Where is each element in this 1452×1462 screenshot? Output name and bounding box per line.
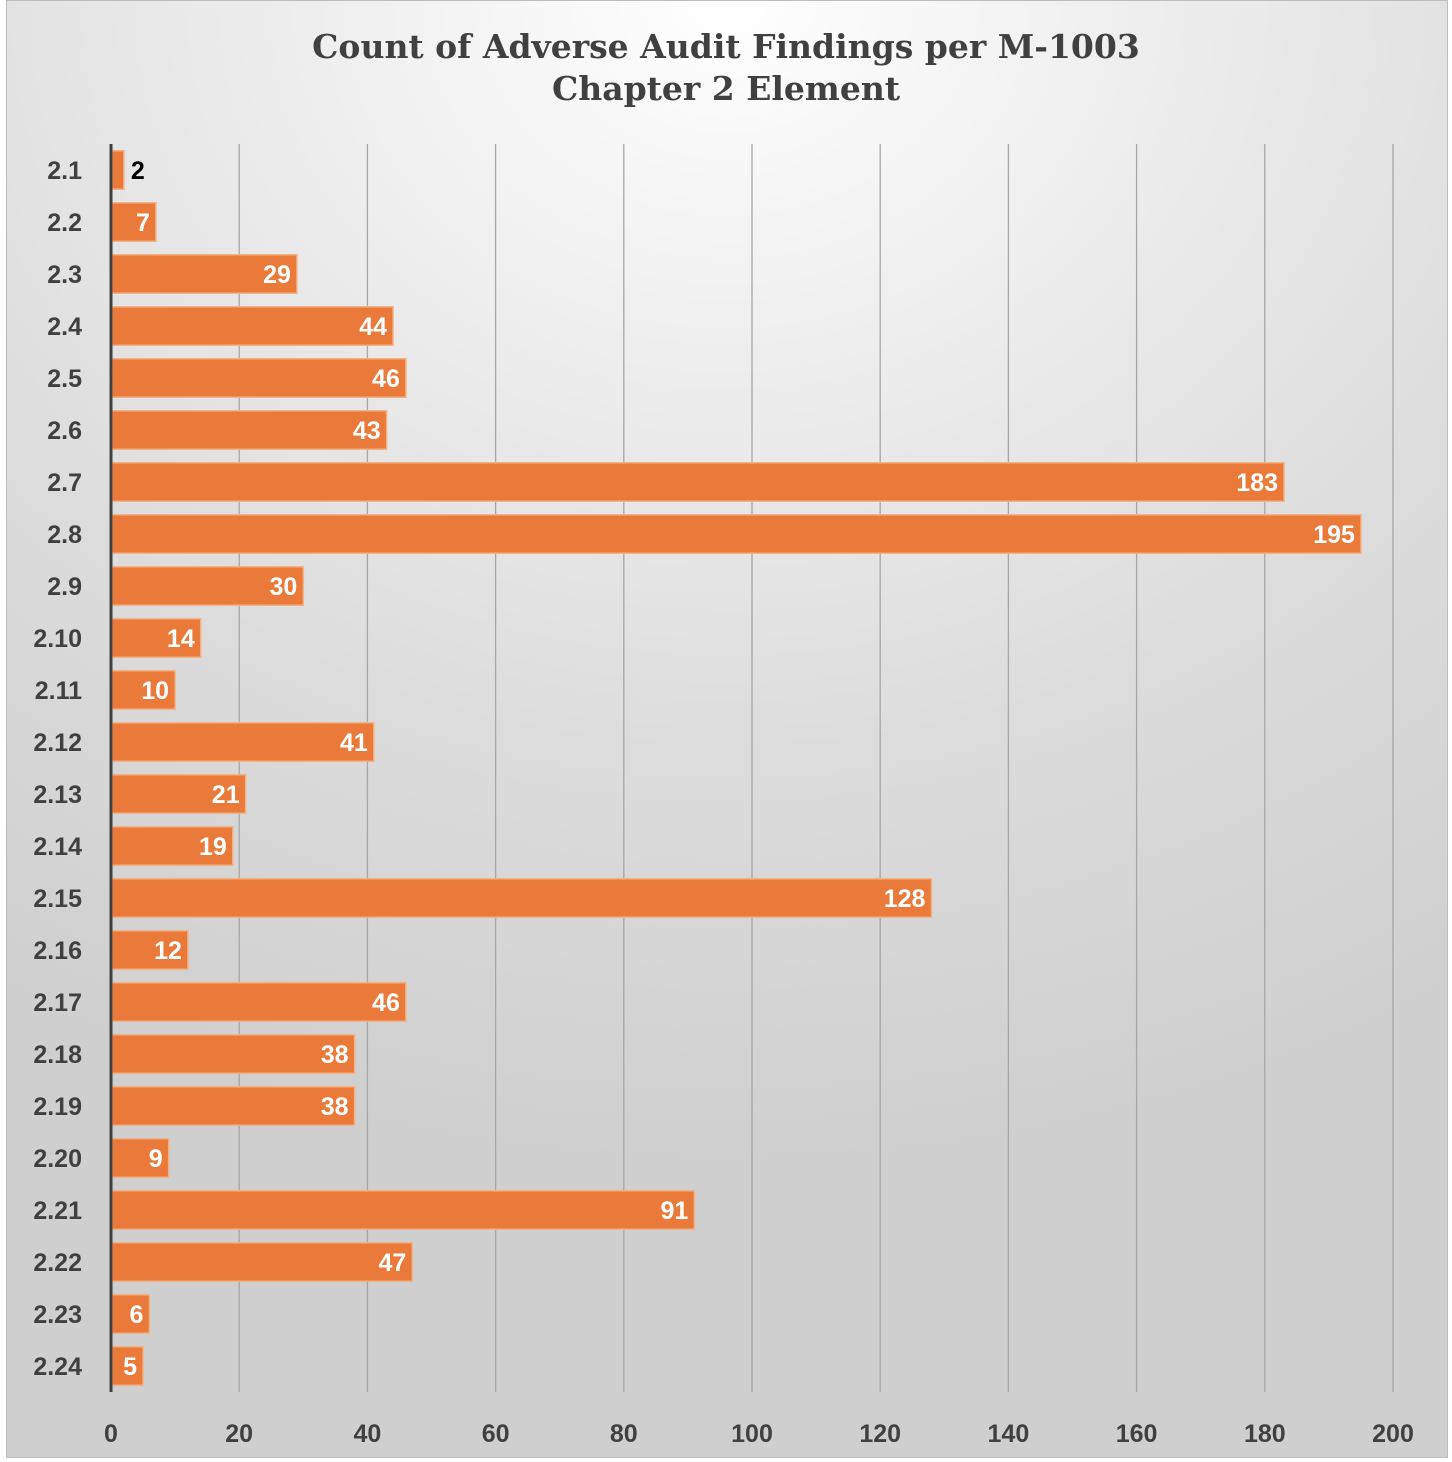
bar [111,1346,144,1386]
bar [111,1190,696,1230]
data-label: 19 [199,833,227,861]
category-label: 2.4 [47,313,82,341]
data-label: 46 [372,989,400,1017]
x-tick-label: 140 [988,1420,1030,1448]
x-tick-label: 80 [610,1420,638,1448]
x-tick-label: 180 [1244,1420,1286,1448]
category-label: 2.19 [33,1093,82,1121]
data-label: 38 [321,1093,349,1121]
data-labels: 2 7 29 44 46 43 183 195 30 14 10 41 21 19 128 12 46 38 38 9… [123,157,1355,1381]
data-label: 21 [212,781,240,809]
category-label: 2.8 [47,521,82,549]
x-tick-label: 100 [731,1420,773,1448]
bar [111,306,394,346]
category-label: 2.11 [35,677,82,705]
gridlines [238,144,1394,1392]
data-label: 43 [353,417,381,445]
bar [111,878,933,918]
bar [111,202,157,242]
bar [111,150,125,190]
data-label: 9 [149,1145,163,1173]
bar [111,254,298,294]
category-label: 2.12 [33,729,82,757]
data-label: 128 [884,885,926,913]
x-tick-label: 200 [1372,1420,1414,1448]
category-label: 2.3 [47,261,82,289]
bar [111,358,407,398]
data-label: 29 [263,261,291,289]
category-label: 2.1 [47,157,82,185]
bar [111,514,1362,554]
data-label: 41 [340,729,368,757]
chart-title-line-1: Count of Adverse Audit Findings per M-10… [312,27,1140,66]
data-label: 183 [1236,469,1278,497]
category-label: 2.15 [33,885,82,913]
category-labels: 2.1 2.2 2.3 2.4 2.5 2.6 2.7 2.8 2.9 2.10 2.11 2.12 2… [33,157,82,1381]
bar [111,1294,151,1334]
bar [111,1242,414,1282]
data-label: 7 [136,209,150,237]
bar [111,930,189,970]
bar [111,1034,356,1074]
x-tick-label: 160 [1116,1420,1158,1448]
bar [111,982,407,1022]
data-label: 6 [130,1301,144,1329]
x-tick-label: 40 [353,1420,381,1448]
data-label: 14 [167,625,195,653]
data-label: 47 [378,1249,406,1277]
category-label: 2.21 [33,1197,82,1225]
category-label: 2.7 [47,469,82,497]
data-label: 44 [359,313,387,341]
data-label: 5 [123,1353,137,1381]
category-label: 2.6 [47,417,82,445]
category-label: 2.16 [33,937,82,965]
data-label: 10 [141,677,169,705]
bars [111,150,1362,1386]
category-label: 2.20 [33,1145,82,1173]
data-label: 195 [1313,521,1355,549]
data-label: 12 [154,937,182,965]
data-label: 38 [321,1041,349,1069]
bar [111,722,375,762]
category-label: 2.10 [33,625,82,653]
category-label: 2.13 [33,781,82,809]
data-label: 46 [372,365,400,393]
bar [111,410,388,450]
category-label: 2.2 [47,209,82,237]
x-tick-label: 120 [859,1420,901,1448]
chart-title: Count of Adverse Audit Findings per M-10… [0,26,1452,110]
chart-title-line-2: Chapter 2 Element [551,69,901,108]
category-label: 2.18 [33,1041,82,1069]
bar [111,462,1285,502]
bar [111,566,305,606]
x-tick-label: 20 [225,1420,253,1448]
category-label: 2.5 [47,365,82,393]
x-tick-label: 60 [482,1420,510,1448]
data-label: 2 [131,157,145,185]
data-label: 91 [660,1197,688,1225]
category-label: 2.23 [33,1301,82,1329]
category-label: 2.22 [33,1249,82,1277]
value-tick-labels: 0 20 40 60 80 100 120 140 160 180 200 [104,1420,1414,1448]
x-tick-label: 0 [104,1420,118,1448]
category-label: 2.14 [33,833,82,861]
category-label: 2.17 [33,989,82,1017]
data-label: 30 [269,573,297,601]
bar [111,1086,356,1126]
category-label: 2.24 [33,1353,82,1381]
category-label: 2.9 [47,573,82,601]
